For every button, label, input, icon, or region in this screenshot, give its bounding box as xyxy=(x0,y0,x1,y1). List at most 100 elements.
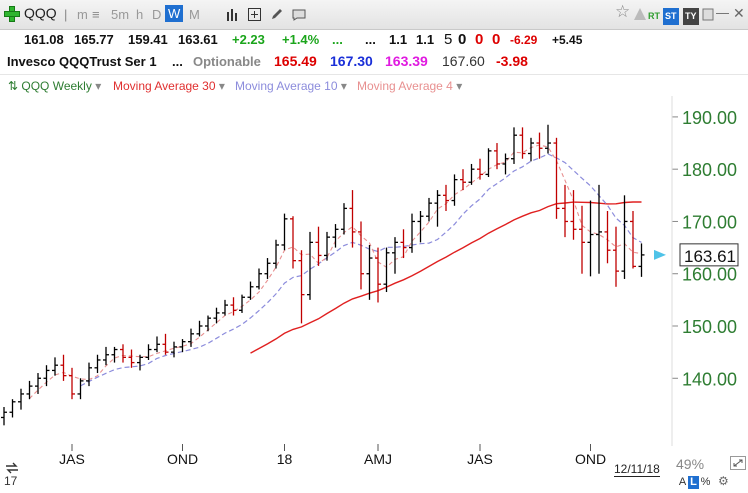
draw-pencil-icon[interactable] xyxy=(270,7,284,21)
quote-high: 165.77 xyxy=(74,32,114,47)
star-icon[interactable]: ☆ xyxy=(615,2,631,21)
realtime-label[interactable]: RT xyxy=(648,11,660,21)
ohlc-bar xyxy=(366,244,373,300)
y-tick-label: 190.00 xyxy=(682,108,737,128)
symbol-label[interactable]: QQQ xyxy=(24,5,57,21)
quote-close: 163.61 xyxy=(178,32,218,47)
timeframe-w[interactable]: W xyxy=(165,5,184,22)
st-label[interactable]: ST xyxy=(663,8,679,25)
ohlc-bar xyxy=(511,127,517,164)
ohlc-bar xyxy=(324,231,330,261)
quote-dots-2: ... xyxy=(365,32,376,47)
ohlc-bar xyxy=(43,365,50,387)
ohlc-bar xyxy=(120,344,126,363)
current-date-label: 12/11/18 xyxy=(614,462,660,477)
ohlc-bar xyxy=(60,354,67,381)
timeframe-month[interactable]: M xyxy=(189,7,200,22)
ohlc-bar xyxy=(162,333,169,355)
legend-ma30[interactable]: Moving Average 30 ▾ xyxy=(113,79,225,93)
ohlc-bar xyxy=(358,221,364,290)
ohlc-bar xyxy=(179,339,186,353)
ma4-value: 163.39 xyxy=(385,53,428,69)
ohlc-bar xyxy=(290,216,296,269)
last-price-arrow-icon xyxy=(654,249,666,260)
legend-ma10[interactable]: Moving Average 10 ▾ xyxy=(235,79,347,93)
expand-icon[interactable] xyxy=(730,456,746,470)
timeframe-d[interactable]: D xyxy=(152,7,162,22)
timeframe-m[interactable]: m xyxy=(77,7,88,22)
link-icon[interactable] xyxy=(702,8,714,21)
ohlc-bar xyxy=(587,200,594,277)
ohlc-bar xyxy=(1,407,7,426)
ohlc-bar xyxy=(69,367,75,400)
timeframe-h[interactable]: h xyxy=(136,7,144,22)
ohlc-bar xyxy=(613,226,619,287)
ohlc-bar xyxy=(375,247,381,303)
minimize-icon[interactable]: — xyxy=(716,5,729,20)
quote-v7: -6.29 xyxy=(510,33,538,47)
close-icon[interactable]: ✕ xyxy=(733,5,745,21)
alert-icon[interactable] xyxy=(634,8,646,21)
ohlc-bar xyxy=(460,169,466,191)
ohlc-bar xyxy=(604,211,611,264)
last-price-label: 163.61 xyxy=(684,247,736,266)
quote-v3: 5 xyxy=(444,31,453,48)
legend-qqq-weekly[interactable]: ⇅ QQQ Weekly ▾ xyxy=(8,79,102,93)
ohlc-bar xyxy=(409,213,415,253)
add-symbol-icon[interactable] xyxy=(4,6,20,22)
ohlc-bar xyxy=(18,388,24,410)
year-short-label: 17 xyxy=(4,474,18,488)
ohlc-bar xyxy=(145,344,152,360)
note-icon[interactable] xyxy=(292,7,306,21)
ohlc-bar xyxy=(128,349,135,368)
refresh-icon[interactable] xyxy=(5,462,19,474)
axis-auto-button[interactable]: A xyxy=(678,476,687,488)
quote-v8: +5.45 xyxy=(552,33,583,47)
quote-change: +2.23 xyxy=(232,32,265,47)
x-tick-label: JAS xyxy=(59,451,85,467)
quote-v5: 0 xyxy=(475,31,484,48)
ohlc-bar xyxy=(349,190,356,248)
ma30-value: 165.49 xyxy=(274,53,317,69)
zoom-level[interactable]: 49% xyxy=(676,456,705,472)
axis-log-button[interactable]: L xyxy=(688,476,699,489)
quote-change-pct: +1.4% xyxy=(282,32,320,47)
ty-label[interactable]: TY xyxy=(683,8,699,25)
ohlc-bar xyxy=(103,346,109,366)
indicator-legend: ⇅ QQQ Weekly ▾ Moving Average 30 ▾ Movin… xyxy=(0,74,748,97)
ohlc-bar xyxy=(315,226,322,266)
ma-4-line xyxy=(29,144,642,399)
ohlc-bar xyxy=(494,143,500,170)
ohlc-bar xyxy=(570,190,577,240)
security-name: Invesco QQQTrust Ser 1 xyxy=(7,54,157,69)
settings-icon[interactable]: ⚙ xyxy=(718,474,729,488)
ohlc-bar xyxy=(196,320,203,337)
ohlc-bar xyxy=(281,213,288,251)
ohlc-bar xyxy=(417,211,424,243)
chart-type-icon[interactable] xyxy=(226,8,240,21)
quote-row: 161.08 165.77 159.41 163.61 +2.23 +1.4% … xyxy=(0,29,748,51)
legend-ma30-label: Moving Average 30 xyxy=(113,79,216,93)
axis-percent-button[interactable]: % xyxy=(700,476,711,488)
ohlc-bar xyxy=(205,315,211,332)
x-tick-label: OND xyxy=(167,451,198,467)
quote-low: 159.41 xyxy=(128,32,168,47)
ohlc-bar xyxy=(154,336,160,353)
legend-ma4[interactable]: Moving Average 4 ▾ xyxy=(357,79,462,93)
x-tick-label: JAS xyxy=(467,451,493,467)
ohlc-bar xyxy=(111,346,118,363)
ohlc-bars xyxy=(1,124,645,426)
ohlc-bar xyxy=(26,380,33,400)
ohlc-bar xyxy=(307,231,313,300)
timeframe-5m[interactable]: 5m xyxy=(111,7,130,22)
quote-dots: ... xyxy=(332,32,343,47)
optionable-label: Optionable xyxy=(193,54,261,69)
add-indicator-icon[interactable] xyxy=(248,8,262,21)
quote-v2: 1.1 xyxy=(416,32,435,47)
ohlc-bar xyxy=(528,137,534,162)
ma-30-line xyxy=(250,201,642,354)
ohlc-bar xyxy=(94,354,101,374)
price-chart[interactable]: 140.00 150.00 160.00 170.00 180.00 190.00 JAS… xyxy=(0,96,748,470)
ohlc-bar xyxy=(256,268,262,290)
menu-lines-icon[interactable]: ≡ xyxy=(92,7,100,22)
